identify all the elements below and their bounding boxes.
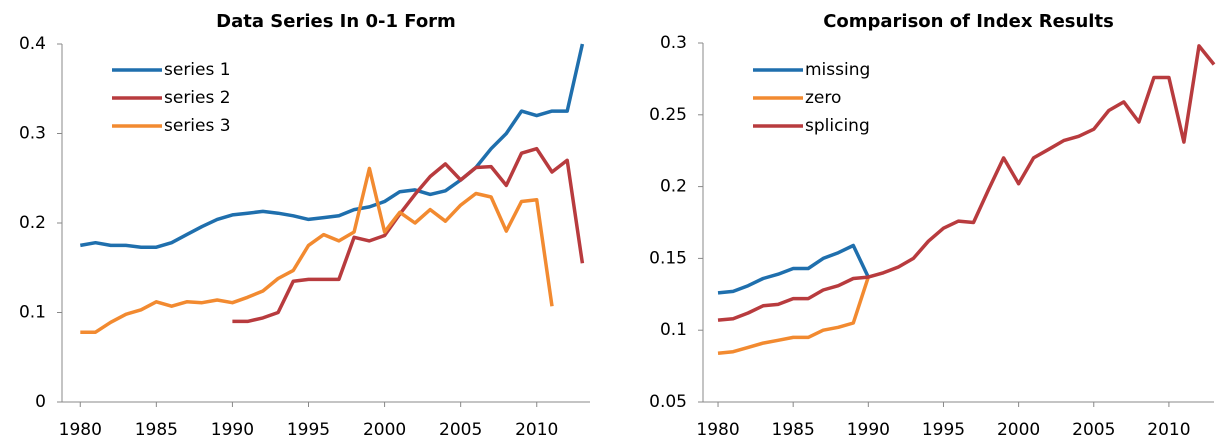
legend-label: missing <box>805 60 870 80</box>
x-tick-label: 1990 <box>847 420 890 440</box>
x-tick-label: 2000 <box>997 420 1040 440</box>
x-tick-label: 1980 <box>59 420 102 440</box>
series-line <box>80 166 554 334</box>
y-tick-label: 0.2 <box>660 177 687 197</box>
x-tick-label: 1995 <box>922 420 965 440</box>
x-tick-label: 2010 <box>515 420 558 440</box>
y-tick-label: 0.15 <box>649 248 687 268</box>
chart-title: Comparison of Index Results <box>823 11 1114 32</box>
chart-title: Data Series In 0-1 Form <box>216 11 456 32</box>
x-tick-label: 2005 <box>1072 420 1115 440</box>
x-tick-label: 2010 <box>1147 420 1190 440</box>
y-tick-label: 0.1 <box>19 303 46 323</box>
legend-label: zero <box>805 88 841 108</box>
series-line <box>79 43 585 249</box>
x-tick-label: 2005 <box>439 420 482 440</box>
x-tick-label: 1985 <box>135 420 178 440</box>
y-tick-label: 0.1 <box>660 320 687 340</box>
x-tick-label: 1985 <box>772 420 815 440</box>
y-tick-label: 0.3 <box>660 33 687 53</box>
y-tick-label: 0.05 <box>649 392 687 412</box>
y-tick-label: 0.3 <box>19 124 46 144</box>
series-line <box>717 243 870 295</box>
series-line <box>717 44 1216 322</box>
x-tick-label: 2000 <box>363 420 406 440</box>
legend-label: series 2 <box>164 88 231 108</box>
y-tick-label: 0.2 <box>19 213 46 233</box>
legend-label: series 1 <box>164 60 231 80</box>
y-tick-label: 0 <box>35 392 46 412</box>
x-tick-label: 1990 <box>211 420 254 440</box>
x-tick-label: 1980 <box>696 420 739 440</box>
legend-label: series 3 <box>164 116 231 136</box>
series-line <box>717 276 870 355</box>
series-line <box>232 146 585 324</box>
y-tick-label: 0.4 <box>19 34 46 54</box>
x-tick-label: 1995 <box>287 420 330 440</box>
y-tick-label: 0.25 <box>649 105 687 125</box>
legend-label: splicing <box>805 116 870 136</box>
